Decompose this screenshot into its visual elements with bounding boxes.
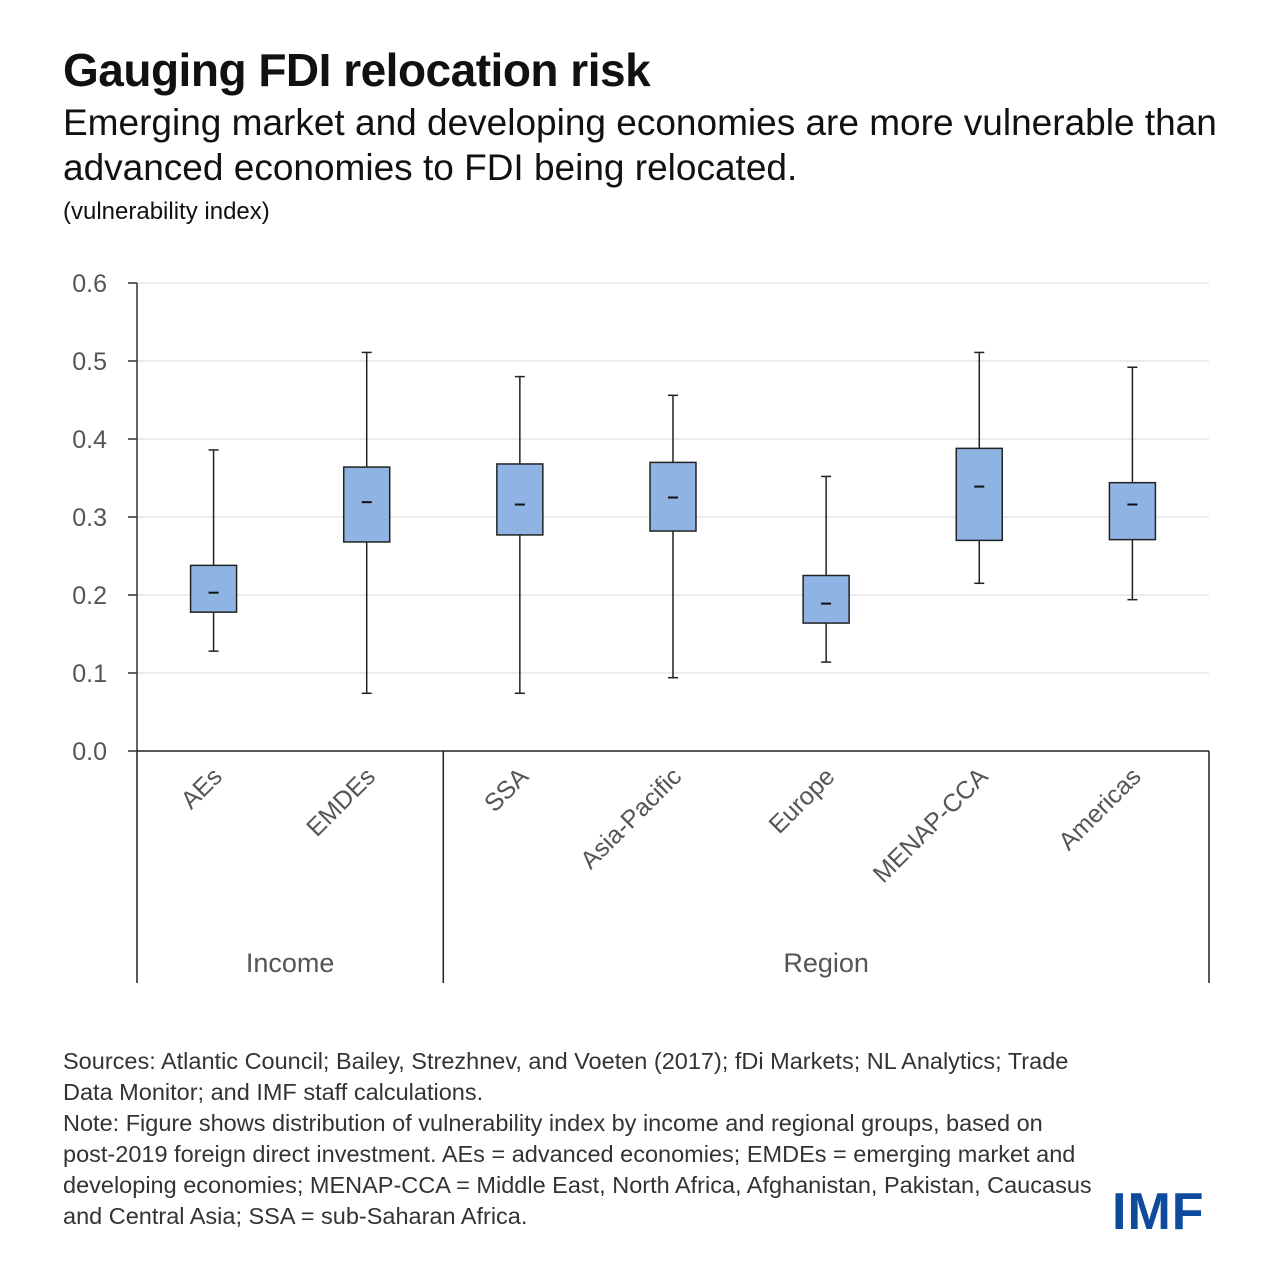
group-label: Income bbox=[246, 948, 335, 978]
y-tick-label: 0.2 bbox=[72, 582, 107, 610]
imf-logo: IMF bbox=[1112, 1183, 1205, 1241]
box-ssa bbox=[496, 463, 544, 536]
box-emdes bbox=[342, 466, 391, 543]
note-text: Note: Figure shows distribution of vulne… bbox=[63, 1110, 1092, 1229]
chart-subtitle: Emerging market and developing economies… bbox=[63, 102, 1217, 188]
category-label: EMDEs bbox=[301, 762, 381, 842]
sources-text: Sources: Atlantic Council; Bailey, Strez… bbox=[63, 1048, 1069, 1105]
y-tick-label: 0.3 bbox=[72, 504, 107, 532]
y-tick-label: 0.1 bbox=[72, 660, 107, 688]
category-label: Americas bbox=[1053, 762, 1146, 855]
category-label: AEs bbox=[176, 762, 228, 814]
category-label: SSA bbox=[479, 762, 534, 817]
chart-notes: Sources: Atlantic Council; Bailey, Strez… bbox=[63, 1046, 1093, 1232]
chart-title: Gauging FDI relocation risk bbox=[63, 44, 651, 96]
y-tick-label: 0.0 bbox=[72, 738, 107, 766]
y-tick-label: 0.4 bbox=[72, 426, 107, 454]
box-americas bbox=[1108, 481, 1157, 541]
y-tick-label: 0.5 bbox=[72, 348, 107, 376]
group-label: Region bbox=[783, 948, 869, 978]
unit-label: (vulnerability index) bbox=[63, 198, 270, 225]
box-menap-cca bbox=[955, 447, 1004, 542]
box-plot-chart: 0.0 0.1 0.2 0.3 0.4 0.5 0.6 Income Region AEs EMDE… bbox=[72, 270, 1210, 983]
box-aes bbox=[189, 564, 238, 613]
y-tick-label: 0.6 bbox=[72, 270, 107, 298]
category-label: Europe bbox=[764, 762, 841, 839]
box-europe bbox=[802, 574, 850, 624]
category-label: Asia-Pacific bbox=[575, 762, 687, 874]
category-label: MENAP-CCA bbox=[868, 762, 994, 888]
